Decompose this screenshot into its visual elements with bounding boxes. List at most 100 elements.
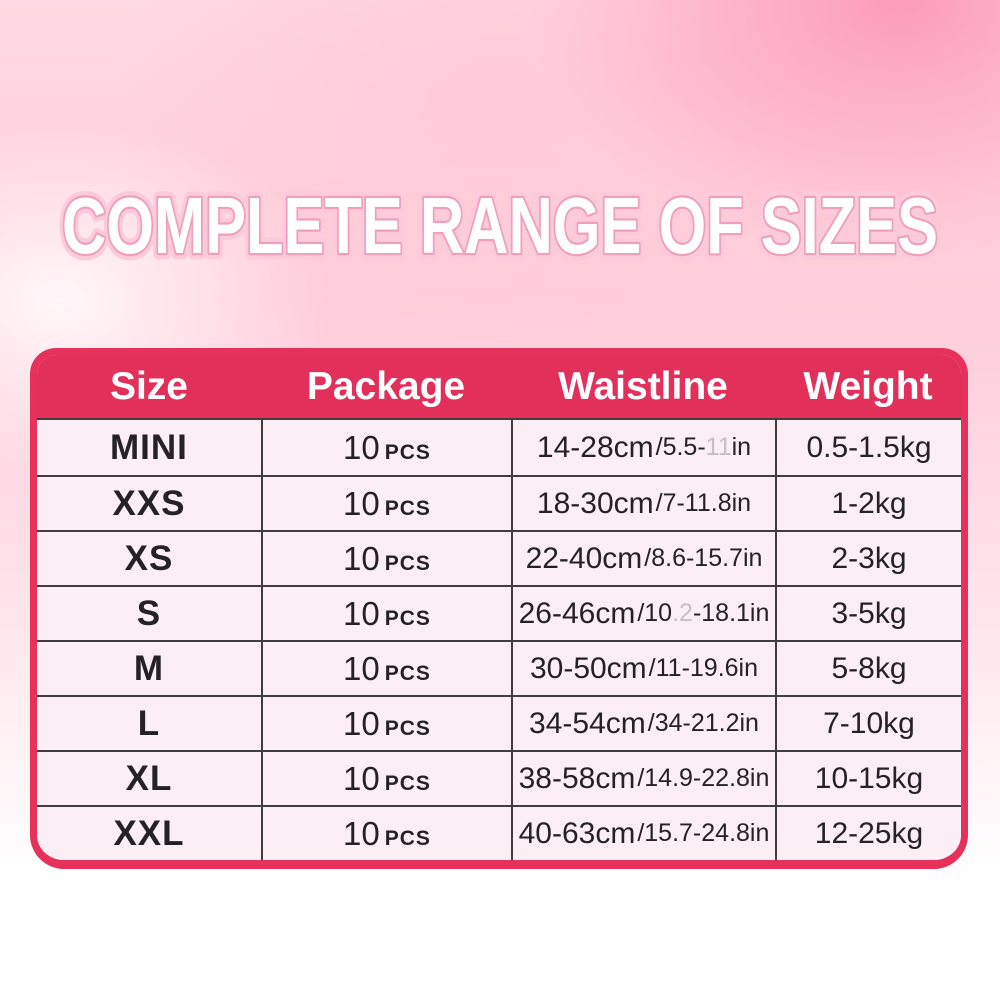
table-row: XS 10 PCS 22-40cm /8.6-15.7in 2-3kg — [37, 530, 961, 585]
size-value: MINI — [110, 427, 188, 467]
cell-size: XXL — [37, 807, 261, 860]
cell-size: MINI — [37, 420, 261, 475]
waistline-cm-value: 26-46cm — [518, 596, 636, 630]
size-value: M — [133, 648, 165, 688]
waistline-inch-value: /10.2 -18.1in — [637, 599, 770, 627]
cell-package: 10 PCS — [260, 807, 511, 860]
weight-value: 0.5-1.5kg — [806, 430, 932, 464]
package-value: 10 PCS — [343, 542, 431, 575]
package-quantity: 10 — [343, 429, 380, 466]
cell-size: L — [37, 697, 261, 750]
waistline-inch-value: /15.7-24.8in — [637, 819, 770, 847]
weight-value: 2-3kg — [831, 541, 907, 575]
cell-size: M — [37, 642, 261, 695]
cell-waistline: 26-46cm /10.2 -18.1in — [511, 587, 775, 640]
cell-package: 10 PCS — [260, 587, 511, 640]
cell-weight: 5-8kg — [774, 642, 961, 695]
column-header-package: Package — [306, 364, 466, 408]
package-unit: PCS — [384, 441, 431, 464]
waistline-inch-value: /8.6-15.7in — [644, 544, 763, 572]
waistline-cm-value: 18-30cm — [536, 486, 654, 520]
cell-waistline: 38-58cm /14.9-22.8in — [511, 752, 775, 805]
package-quantity: 10 — [343, 485, 380, 522]
table-row: XXS 10 PCS 18-30cm /7-11.8in 1-2kg — [37, 475, 961, 530]
page-title-text: COMPLETE RANGE OF SIZES — [62, 181, 938, 270]
size-chart-table: Size Package Waistline Weight MINI 10 PC… — [30, 348, 968, 869]
package-unit: PCS — [384, 497, 431, 520]
package-value: 10 PCS — [343, 762, 431, 795]
cell-package: 10 PCS — [260, 532, 511, 585]
waistline-cm-value: 40-63cm — [518, 816, 636, 850]
cell-size: XXS — [37, 477, 261, 530]
weight-value: 3-5kg — [831, 596, 907, 630]
package-value: 10 PCS — [343, 431, 431, 464]
package-quantity: 10 — [343, 815, 380, 852]
package-unit: PCS — [384, 717, 431, 740]
cell-package: 10 PCS — [260, 697, 511, 750]
package-unit: PCS — [384, 827, 431, 850]
package-unit: PCS — [384, 552, 431, 575]
size-value: XS — [124, 538, 174, 578]
package-quantity: 10 — [343, 650, 380, 687]
waistline-cm-value: 30-50cm — [529, 651, 647, 685]
waistline-cm-value: 38-58cm — [518, 761, 636, 795]
column-header-weight: Weight — [803, 364, 933, 408]
cell-waistline: 22-40cm /8.6-15.7in — [511, 532, 775, 585]
waistline-cm-value: 34-54cm — [529, 706, 646, 740]
cell-waistline: 34-54cm /34-21.2in — [511, 697, 775, 750]
weight-value: 7-10kg — [823, 706, 915, 740]
package-quantity: 10 — [343, 760, 380, 797]
cell-weight: 7-10kg — [774, 697, 961, 750]
table-row: L 10 PCS 34-54cm /34-21.2in 7-10kg — [37, 695, 961, 750]
package-quantity: 10 — [343, 705, 380, 742]
waistline-inch-value: /14.9-22.8in — [637, 764, 770, 792]
weight-value: 10-15kg — [814, 761, 924, 795]
table-row: M 10 PCS 30-50cm /11-19.6in 5-8kg — [37, 640, 961, 695]
table-row: XXL 10 PCS 40-63cm /15.7-24.8in 12-25kg — [37, 805, 961, 860]
cell-weight: 1-2kg — [774, 477, 961, 530]
table-row: S 10 PCS 26-46cm /10.2 -18.1in 3-5kg — [37, 585, 961, 640]
size-value: XXS — [112, 483, 186, 523]
cell-waistline: 30-50cm /11-19.6in — [511, 642, 775, 695]
weight-value: 1-2kg — [831, 486, 907, 520]
package-quantity: 10 — [343, 595, 380, 632]
size-value: S — [136, 593, 162, 633]
table-body: MINI 10 PCS 14-28cm /5.5- 11 in 0.5-1.5kg … — [37, 418, 961, 860]
cell-package: 10 PCS — [260, 477, 511, 530]
cell-weight: 0.5-1.5kg — [774, 420, 961, 475]
waistline-inch-value: /11-19.6in — [648, 654, 759, 682]
waistline-cm-value: 14-28cm — [536, 430, 654, 464]
page-title: COMPLETE RANGE OF SIZES COMPLETE RANGE O… — [56, 175, 945, 277]
size-value: XXL — [113, 813, 185, 853]
package-unit: PCS — [384, 772, 431, 795]
cell-weight: 12-25kg — [774, 807, 961, 860]
package-value: 10 PCS — [343, 652, 431, 685]
page-title-halo-text: COMPLETE RANGE OF SIZES — [62, 181, 938, 270]
cell-package: 10 PCS — [260, 420, 511, 475]
column-header-waistline: Waistline — [558, 364, 728, 408]
waistline-cm-value: 22-40cm — [525, 541, 643, 575]
table-row: XL 10 PCS 38-58cm /14.9-22.8in 10-15kg — [37, 750, 961, 805]
column-header-size: Size — [109, 364, 188, 408]
cell-package: 10 PCS — [260, 642, 511, 695]
cell-waistline: 18-30cm /7-11.8in — [511, 477, 775, 530]
table-row: MINI 10 PCS 14-28cm /5.5- 11 in 0.5-1.5kg — [37, 420, 961, 475]
size-value: XL — [125, 758, 173, 798]
cell-size: XL — [37, 752, 261, 805]
cell-weight: 10-15kg — [774, 752, 961, 805]
size-value: L — [137, 703, 161, 743]
weight-value: 12-25kg — [814, 816, 924, 850]
cell-weight: 2-3kg — [774, 532, 961, 585]
table-header-row: Size Package Waistline Weight — [37, 355, 961, 418]
package-quantity: 10 — [343, 540, 380, 577]
package-value: 10 PCS — [343, 487, 431, 520]
waistline-inch-value: /5.5- 11 in — [655, 433, 752, 461]
package-value: 10 PCS — [343, 597, 431, 630]
cell-weight: 3-5kg — [774, 587, 961, 640]
cell-size: S — [37, 587, 261, 640]
cell-size: XS — [37, 532, 261, 585]
package-unit: PCS — [384, 662, 431, 685]
package-value: 10 PCS — [343, 707, 431, 740]
cell-waistline: 14-28cm /5.5- 11 in — [511, 420, 775, 475]
cell-package: 10 PCS — [260, 752, 511, 805]
